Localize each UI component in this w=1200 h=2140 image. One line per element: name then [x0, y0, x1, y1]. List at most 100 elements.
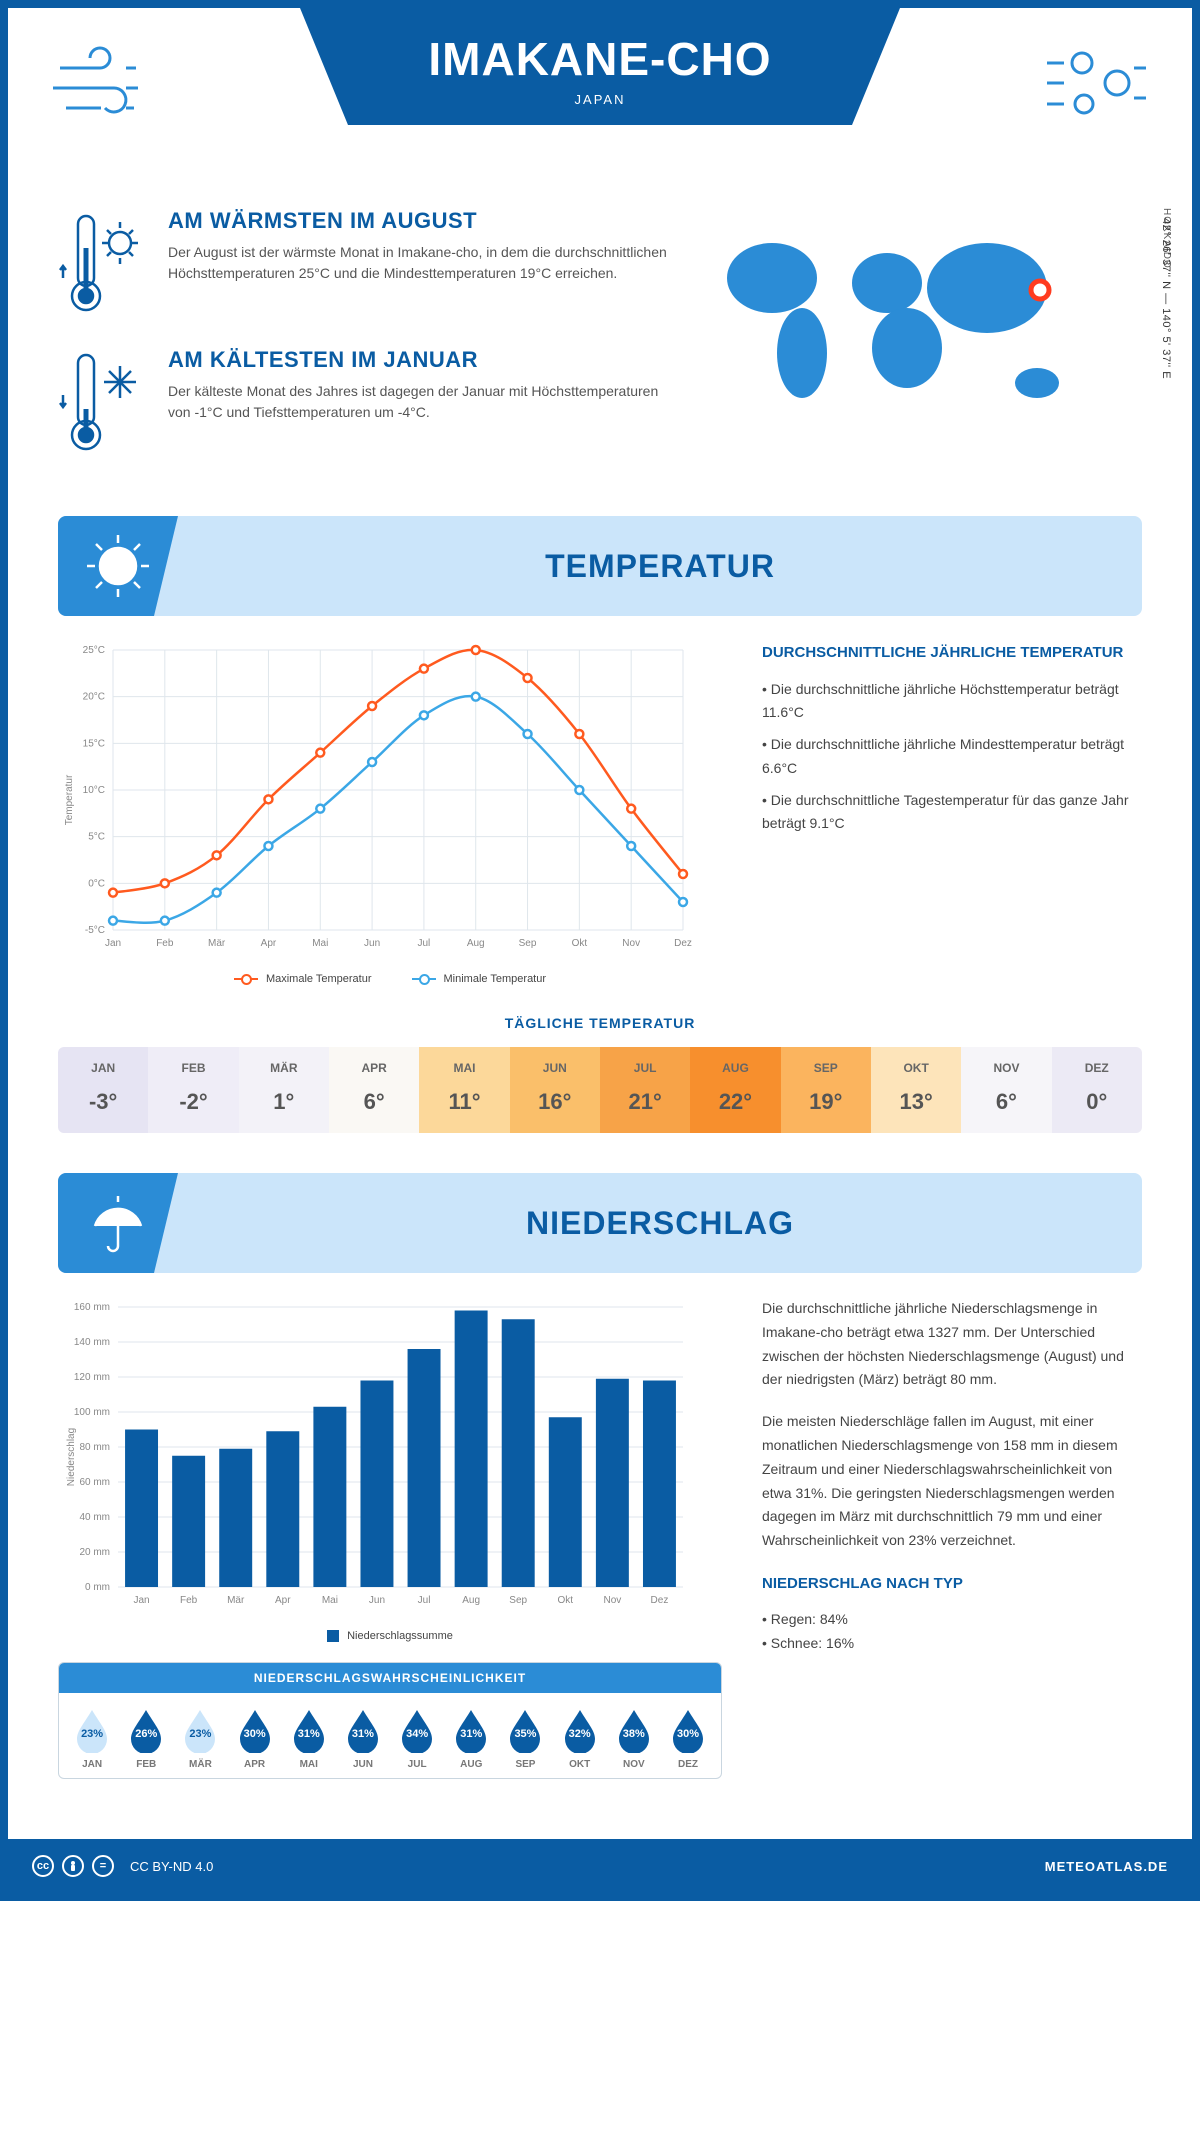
prob-cell: 31% AUG: [444, 1707, 498, 1770]
temp-section-header: TEMPERATUR: [58, 516, 1142, 616]
month-label: SEP: [498, 1759, 552, 1770]
svg-text:0 mm: 0 mm: [85, 1582, 110, 1593]
svg-text:Dez: Dez: [674, 938, 692, 949]
precip-title: NIEDERSCHLAG: [178, 1205, 1142, 1242]
svg-text:20 mm: 20 mm: [79, 1547, 110, 1558]
temp-title: TEMPERATUR: [178, 548, 1142, 585]
prob-cell: 32% OKT: [553, 1707, 607, 1770]
temp-bullet: • Die durchschnittliche jährliche Mindes…: [762, 733, 1142, 781]
temp-cell: SEP19°: [781, 1047, 871, 1133]
title-banner: IMAKANE-CHO JAPAN: [300, 8, 900, 125]
site-label: METEOATLAS.DE: [1045, 1859, 1168, 1874]
svg-text:15°C: 15°C: [83, 738, 105, 749]
map-col: HOKKAIDO 42° 26' 37'' N — 140° 5' 37'' E: [702, 208, 1142, 486]
raindrop-icon: 30%: [669, 1707, 707, 1753]
temp-cell: OKT13°: [871, 1047, 961, 1133]
month-label: APR: [228, 1759, 282, 1770]
precip-section-header: NIEDERSCHLAG: [58, 1173, 1142, 1273]
precip-info: Die durchschnittliche jährliche Niedersc…: [762, 1297, 1142, 1779]
svg-text:Jan: Jan: [105, 938, 121, 949]
intro-row: AM WÄRMSTEN IM AUGUST Der August ist der…: [58, 208, 1142, 486]
warm-block: AM WÄRMSTEN IM AUGUST Der August ist der…: [58, 208, 672, 323]
temp-cell: NOV6°: [961, 1047, 1051, 1133]
cold-block: AM KÄLTESTEN IM JANUAR Der kälteste Mona…: [58, 347, 672, 462]
prob-pct: 30%: [677, 1728, 699, 1740]
prob-cell: 35% SEP: [498, 1707, 552, 1770]
precip-prob-title: NIEDERSCHLAGSWAHRSCHEINLICHKEIT: [59, 1663, 721, 1693]
temp-value: 16°: [510, 1089, 600, 1115]
umbrella-icon: [58, 1173, 178, 1273]
temp-value: 13°: [871, 1089, 961, 1115]
legend-precip: Niederschlagssumme: [347, 1630, 453, 1642]
svg-text:60 mm: 60 mm: [79, 1477, 110, 1488]
raindrop-icon: 31%: [290, 1707, 328, 1753]
svg-text:Jul: Jul: [418, 938, 431, 949]
raindrop-icon: 35%: [506, 1707, 544, 1753]
world-map-icon: [702, 208, 1102, 428]
svg-text:25°C: 25°C: [83, 645, 105, 656]
page: IMAKANE-CHO JAPAN: [0, 0, 1200, 1901]
svg-text:5°C: 5°C: [88, 832, 105, 843]
svg-text:10°C: 10°C: [83, 785, 105, 796]
svg-text:Niederschlag: Niederschlag: [66, 1428, 77, 1486]
month-label: MAI: [282, 1759, 336, 1770]
temp-info: DURCHSCHNITTLICHE JÄHRLICHE TEMPERATUR •…: [762, 640, 1142, 985]
month-label: MÄR: [239, 1061, 329, 1075]
month-label: SEP: [781, 1061, 871, 1075]
month-label: AUG: [444, 1759, 498, 1770]
wind-icon: [48, 38, 158, 133]
legend-min: Minimale Temperatur: [444, 973, 547, 985]
svg-text:Mär: Mär: [227, 1595, 245, 1606]
footer: cc = CC BY-ND 4.0 METEOATLAS.DE: [8, 1839, 1192, 1893]
prob-pct: 34%: [406, 1728, 428, 1740]
temp-cell: JUL21°: [600, 1047, 690, 1133]
month-label: JAN: [58, 1061, 148, 1075]
prob-pct: 35%: [514, 1728, 536, 1740]
month-label: DEZ: [661, 1759, 715, 1770]
svg-text:Aug: Aug: [467, 938, 485, 949]
temp-chart-row: -5°C0°C5°C10°C15°C20°C25°CJanFebMärAprMa…: [58, 640, 1142, 985]
temp-cell: AUG22°: [690, 1047, 780, 1133]
cold-title: AM KÄLTESTEN IM JANUAR: [168, 347, 672, 373]
svg-text:Okt: Okt: [572, 938, 588, 949]
temp-info-title: DURCHSCHNITTLICHE JÄHRLICHE TEMPERATUR: [762, 640, 1142, 666]
temp-bullet: • Die durchschnittliche jährliche Höchst…: [762, 678, 1142, 726]
warm-title: AM WÄRMSTEN IM AUGUST: [168, 208, 672, 234]
temp-value: 1°: [239, 1089, 329, 1115]
precip-prob-box: NIEDERSCHLAGSWAHRSCHEINLICHKEIT 23% JAN …: [58, 1662, 722, 1779]
license-label: CC BY-ND 4.0: [130, 1859, 213, 1874]
temp-cell: DEZ0°: [1052, 1047, 1142, 1133]
prob-pct: 32%: [569, 1728, 591, 1740]
month-label: APR: [329, 1061, 419, 1075]
temp-legend: Maximale Temperatur Minimale Temperatur: [58, 973, 722, 985]
legend-max: Maximale Temperatur: [266, 973, 372, 985]
month-label: JAN: [65, 1759, 119, 1770]
month-label: JUN: [336, 1759, 390, 1770]
svg-text:Sep: Sep: [509, 1595, 527, 1606]
prob-pct: 23%: [189, 1728, 211, 1740]
month-label: JUN: [510, 1061, 600, 1075]
month-label: JUL: [390, 1759, 444, 1770]
precip-chart: 0 mm20 mm40 mm60 mm80 mm100 mm120 mm140 …: [58, 1297, 722, 1779]
main-content: AM WÄRMSTEN IM AUGUST Der August ist der…: [8, 208, 1192, 1839]
svg-text:80 mm: 80 mm: [79, 1442, 110, 1453]
prob-pct: 31%: [298, 1728, 320, 1740]
temp-cell: JAN-3°: [58, 1047, 148, 1133]
raindrop-icon: 26%: [127, 1707, 165, 1753]
temp-chart: -5°C0°C5°C10°C15°C20°C25°CJanFebMärAprMa…: [58, 640, 722, 985]
month-label: DEZ: [1052, 1061, 1142, 1075]
raindrop-icon: 34%: [398, 1707, 436, 1753]
svg-text:Feb: Feb: [156, 938, 174, 949]
month-label: JUL: [600, 1061, 690, 1075]
precip-type-rain: • Regen: 84%: [762, 1608, 1142, 1632]
prob-cell: 38% NOV: [607, 1707, 661, 1770]
svg-text:Jul: Jul: [418, 1595, 431, 1606]
prob-pct: 26%: [135, 1728, 157, 1740]
prob-cell: 23% JAN: [65, 1707, 119, 1770]
svg-text:Nov: Nov: [622, 938, 640, 949]
prob-pct: 31%: [352, 1728, 374, 1740]
intro-text-col: AM WÄRMSTEN IM AUGUST Der August ist der…: [58, 208, 672, 486]
prob-pct: 38%: [623, 1728, 645, 1740]
prob-cell: 31% MAI: [282, 1707, 336, 1770]
license-block: cc = CC BY-ND 4.0: [32, 1855, 213, 1877]
